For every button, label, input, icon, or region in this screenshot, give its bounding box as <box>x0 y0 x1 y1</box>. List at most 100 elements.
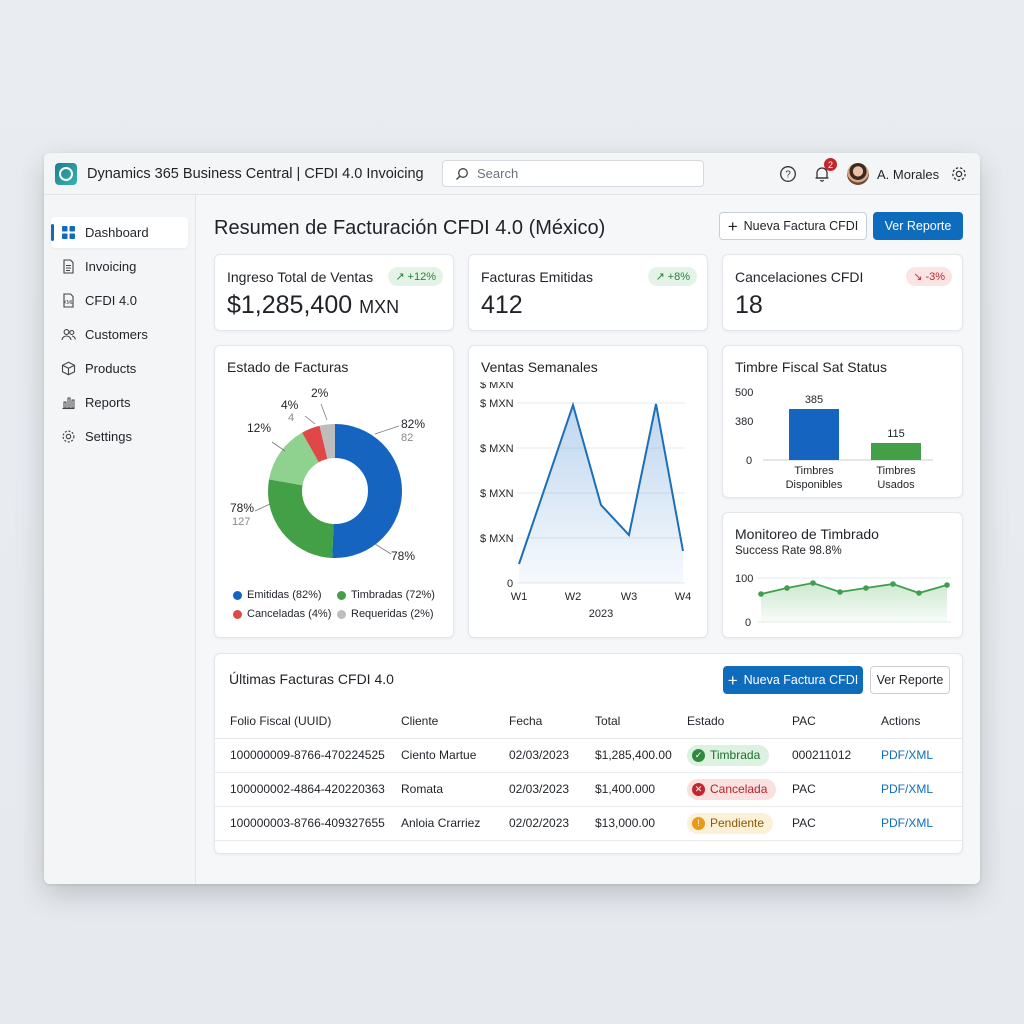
column-header[interactable]: Fecha <box>509 704 595 739</box>
trend-badge: ↗ +8% <box>648 267 697 286</box>
cell-action: PDF/XML <box>881 806 963 841</box>
bar-value-label: 115 <box>887 428 905 440</box>
view-report-label: Ver Reporte <box>876 673 944 687</box>
card-title: Últimas Facturas CFDI 4.0 <box>229 671 394 687</box>
status-label: Timbrada <box>710 748 761 762</box>
people-icon <box>61 329 76 341</box>
bar-timbres-usados <box>871 443 921 460</box>
sidebar-item-label: Reports <box>85 395 131 410</box>
legend-item: Timbradas (72%) <box>337 589 447 601</box>
cell-estado: ✕ Cancelada <box>687 772 792 807</box>
column-header[interactable]: Actions <box>881 704 963 739</box>
cell-uuid: 100000009-8766-470224525 <box>215 738 401 773</box>
app-window: Dynamics 365 Business Central | CFDI 4.0… <box>44 153 980 884</box>
sidebar-item-customers[interactable]: Customers <box>51 319 188 350</box>
cell-pac: PAC <box>792 806 881 841</box>
kpi-value: 18 <box>735 291 763 319</box>
kpi-unit: MXN <box>359 297 400 317</box>
sidebar-item-invoicing[interactable]: Invoicing <box>51 251 188 282</box>
table-row[interactable]: 100000003-8766-409327655 Anloia Crarriez… <box>215 806 963 841</box>
column-header[interactable]: Folio Fiscal (UUID) <box>215 704 401 739</box>
legend-dot <box>337 590 346 600</box>
new-invoice-label: Nueva Factura CFDI <box>743 219 859 233</box>
cell-estado: ✓ Timbrada <box>687 738 792 773</box>
kpi-card-revenue: Ingreso Total de Ventas ↗ +12% $1,285,400… <box>214 254 454 331</box>
search-input[interactable] <box>477 166 677 181</box>
legend-label: Requeridas (2%) <box>351 608 434 620</box>
weekly-sales-area <box>519 404 683 583</box>
y-tick-label: $ MXN <box>480 533 514 545</box>
status-badge: ! Pendiente <box>687 812 774 834</box>
file-code-icon: XML <box>63 293 74 308</box>
sidebar-item-dashboard[interactable]: Dashboard <box>51 217 188 248</box>
sidebar-item-label: CFDI 4.0 <box>85 293 138 308</box>
help-icon[interactable]: ? <box>778 164 798 184</box>
exclamation-circle-icon: ! <box>692 816 705 830</box>
pdf-xml-link[interactable]: PDF/XML <box>881 816 934 830</box>
sidebar-item-label: Customers <box>85 327 148 342</box>
table-row[interactable]: 100000009-8766-470224525 Ciento Martue 0… <box>215 738 963 773</box>
donut-count-label: 4 <box>288 412 294 424</box>
trend-value: +8% <box>667 270 690 283</box>
cell-action: PDF/XML <box>881 738 963 773</box>
user-name[interactable]: A. Morales <box>877 167 940 182</box>
view-report-label: Ver Reporte <box>884 219 952 233</box>
table-view-report-button[interactable]: Ver Reporte <box>870 666 950 694</box>
latest-invoices-card: Últimas Facturas CFDI 4.0 + Nueva Factur… <box>214 653 963 854</box>
sidebar-item-settings[interactable]: Settings <box>51 421 188 452</box>
legend-dot <box>233 609 242 619</box>
card-subtitle: Success Rate 98.8% <box>735 545 842 557</box>
settings-gear-icon[interactable] <box>949 164 969 184</box>
sidebar-item-label: Products <box>85 361 137 376</box>
trend-badge: ↗ +12% <box>388 267 443 286</box>
kpi-card-invoices: Facturas Emitidas ↗ +8% 412 <box>468 254 708 331</box>
table-row[interactable]: 100000002-4864-420220363 Romata 02/03/20… <box>215 772 963 807</box>
status-badge: ✓ Timbrada <box>687 744 770 766</box>
cell-total: $13,000.00 <box>595 806 687 841</box>
bar-value-label: 385 <box>805 394 823 406</box>
y-tick-label: 0 <box>746 455 752 467</box>
plus-icon: + <box>727 216 738 236</box>
kpi-card-cancellations: Cancelaciones CFDI ↘ -3% 18 <box>722 254 963 331</box>
app-title: Dynamics 365 Business Central | CFDI 4.0… <box>87 166 424 182</box>
column-header[interactable]: PAC <box>792 704 881 739</box>
gear-icon <box>62 430 75 443</box>
bar-timbres-disponibles <box>789 409 839 460</box>
new-invoice-button[interactable]: + Nueva Factura CFDI <box>719 212 867 240</box>
invoice-status-card: Estado de Facturas 82% 82 78% 78% <box>214 345 454 638</box>
cell-pac: 000211012 <box>792 738 881 773</box>
pdf-xml-link[interactable]: PDF/XML <box>881 782 934 796</box>
timbre-status-card: Timbre Fiscal Sat Status 500 380 0 385 1… <box>722 345 963 498</box>
box-icon <box>61 361 76 376</box>
main-content: Resumen de Facturación CFDI 4.0 (México)… <box>196 195 980 884</box>
table-new-invoice-button[interactable]: + Nueva Factura CFDI <box>723 666 863 694</box>
kpi-label: Facturas Emitidas <box>481 269 594 285</box>
card-title: Monitoreo de Timbrado <box>735 526 879 542</box>
cell-cliente: Ciento Martue <box>401 738 509 773</box>
card-title: Estado de Facturas <box>227 359 349 375</box>
column-header[interactable]: Total <box>595 704 687 739</box>
column-header[interactable]: Estado <box>687 704 792 739</box>
bell-icon[interactable]: 2 <box>812 158 837 184</box>
donut-count-label: 82 <box>401 432 413 444</box>
sidebar-item-reports[interactable]: Reports <box>51 387 188 418</box>
legend-item: Canceladas (4%) <box>233 608 337 620</box>
column-header[interactable]: Cliente <box>401 704 509 739</box>
sidebar-item-products[interactable]: Products <box>51 353 188 384</box>
x-tick-label: W1 <box>511 591 528 603</box>
y-tick-label: $ MXN <box>480 382 514 391</box>
sidebar-item-cfdi[interactable]: XML CFDI 4.0 <box>51 285 188 316</box>
x-circle-icon: ✕ <box>692 782 705 796</box>
cell-fecha: 02/02/2023 <box>509 806 595 841</box>
search-box[interactable] <box>442 160 704 187</box>
legend-label: Emitidas (82%) <box>247 589 322 601</box>
kpi-value: 412 <box>481 291 523 319</box>
view-report-button[interactable]: Ver Reporte <box>873 212 963 240</box>
app-logo-icon <box>55 163 77 185</box>
pdf-xml-link[interactable]: PDF/XML <box>881 748 934 762</box>
avatar[interactable] <box>847 163 869 185</box>
invoices-table: Folio Fiscal (UUID) Cliente Fecha Total … <box>215 704 963 841</box>
donut-label: 4% <box>281 398 299 412</box>
document-icon <box>63 259 74 274</box>
kpi-label: Cancelaciones CFDI <box>735 269 864 285</box>
